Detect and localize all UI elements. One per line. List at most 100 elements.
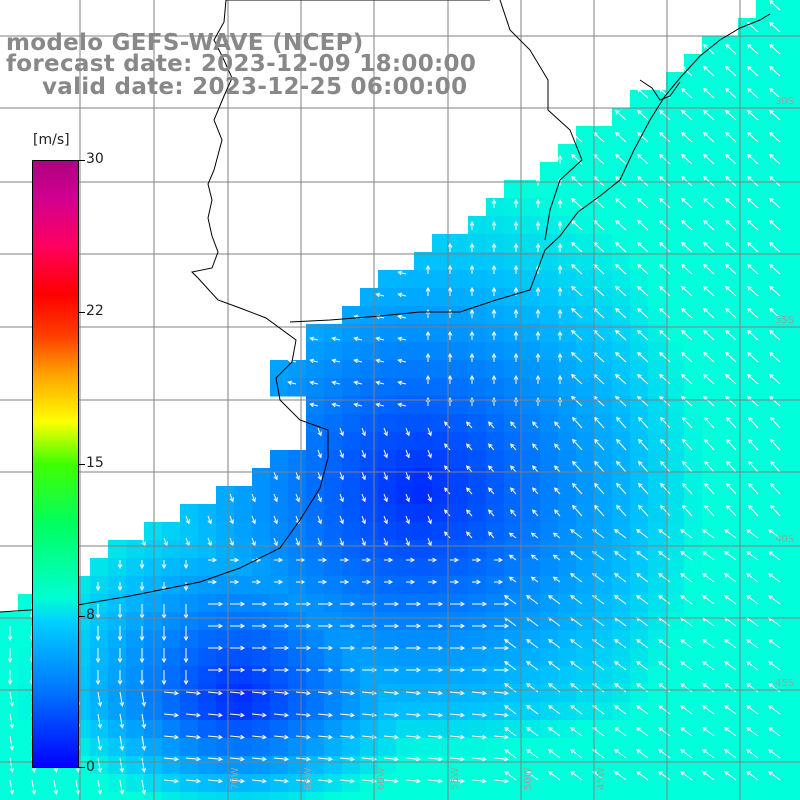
- wind-arrow: [230, 557, 240, 563]
- wind-speed-cell: [504, 486, 523, 505]
- wind-speed-cell: [414, 720, 433, 739]
- wind-speed-cell: [162, 792, 181, 800]
- wind-speed-cell: [396, 558, 415, 577]
- wind-arrow: [447, 374, 453, 385]
- wind-arrow: [636, 373, 649, 385]
- wind-speed-cell: [576, 522, 595, 541]
- wind-speed-cell: [792, 396, 800, 415]
- wind-arrow: [406, 557, 416, 563]
- wind-arrow: [547, 726, 561, 737]
- wind-speed-cell: [486, 414, 505, 433]
- wind-speed-cell: [522, 432, 541, 451]
- wind-speed-cell: [792, 162, 800, 181]
- wind-arrow: [95, 669, 101, 686]
- wind-speed-cell: [90, 558, 109, 577]
- wind-arrow: [494, 579, 504, 585]
- wind-speed-cell: [738, 18, 757, 37]
- wind-speed-cell: [396, 486, 415, 505]
- wind-speed-cell: [468, 288, 487, 307]
- wind-speed-cell: [306, 612, 325, 631]
- wind-speed-cell: [756, 288, 775, 307]
- wind-arrow: [701, 528, 715, 539]
- wind-speed-cell: [720, 504, 739, 523]
- wind-arrow: [340, 557, 350, 563]
- wind-speed-cell: [702, 90, 721, 109]
- wind-speed-cell: [684, 756, 703, 775]
- wind-speed-cell: [252, 486, 271, 505]
- wind-speed-cell: [342, 558, 361, 577]
- wind-arrow: [557, 308, 563, 319]
- wind-speed-cell: [468, 450, 487, 469]
- wind-speed-cell: [792, 720, 800, 739]
- wind-arrow: [141, 691, 147, 707]
- wind-speed-cell: [666, 306, 685, 325]
- wind-speed-cell: [144, 684, 163, 703]
- wind-speed-cell: [684, 360, 703, 379]
- wind-speed-cell: [198, 504, 217, 523]
- wind-arrow: [447, 352, 453, 363]
- wind-arrow: [183, 647, 189, 664]
- wind-arrow: [745, 682, 759, 693]
- wind-speed-cell: [630, 576, 649, 595]
- wind-arrow: [570, 241, 583, 253]
- wind-speed-cell: [432, 306, 451, 325]
- wind-arrow: [384, 667, 400, 673]
- wind-arrow: [747, 504, 759, 517]
- wind-arrow: [251, 493, 256, 503]
- wind-arrow: [557, 220, 563, 231]
- wind-arrow: [252, 667, 268, 673]
- wind-speed-cell: [756, 324, 775, 343]
- wind-arrow: [746, 241, 759, 253]
- wind-speed-cell: [414, 540, 433, 559]
- wind-arrow: [295, 493, 300, 503]
- wind-speed-cell: [198, 774, 217, 793]
- wind-speed-cell: [666, 396, 685, 415]
- lon-label: 65W: [303, 767, 314, 790]
- wind-arrow: [339, 712, 355, 718]
- wind-speed-cell: [720, 288, 739, 307]
- wind-arrow: [353, 380, 363, 386]
- wind-speed-cell: [396, 666, 415, 685]
- wind-speed-cell: [576, 360, 595, 379]
- wind-speed-cell: [144, 666, 163, 685]
- wind-speed-cell: [324, 486, 343, 505]
- wind-speed-cell: [198, 594, 217, 613]
- wind-arrow: [471, 734, 487, 740]
- wind-arrow: [296, 601, 312, 607]
- wind-arrow: [339, 778, 355, 784]
- wind-arrow: [725, 504, 737, 517]
- wind-speed-cell: [576, 558, 595, 577]
- wind-speed-cell: [540, 162, 559, 181]
- wind-speed-cell: [576, 756, 595, 775]
- wind-arrow: [745, 638, 759, 649]
- wind-arrow: [163, 712, 179, 718]
- wind-speed-cell: [540, 594, 559, 613]
- wind-speed-cell: [450, 288, 469, 307]
- wind-arrow: [503, 748, 517, 759]
- wind-arrow: [318, 623, 334, 629]
- wind-speed-cell: [720, 396, 739, 415]
- wind-arrow: [273, 690, 289, 696]
- colorbar-tick-mark: [79, 616, 85, 617]
- wind-speed-cell: [486, 720, 505, 739]
- wind-speed-cell: [648, 180, 667, 199]
- wind-speed-cell: [756, 234, 775, 253]
- wind-arrow: [768, 373, 781, 385]
- wind-arrow: [747, 438, 759, 451]
- wind-speed-cell: [558, 450, 577, 469]
- wind-arrow: [702, 351, 715, 363]
- wind-speed-cell: [180, 594, 199, 613]
- wind-speed-cell: [306, 378, 325, 397]
- wind-speed-cell: [270, 792, 289, 800]
- wind-arrow: [530, 532, 539, 539]
- wind-arrow: [447, 330, 453, 341]
- wind-speed-cell: [126, 792, 145, 800]
- wind-arrow: [405, 449, 410, 459]
- wind-speed-cell: [108, 648, 127, 667]
- wind-arrow: [658, 131, 671, 143]
- wind-arrow: [274, 623, 290, 629]
- wind-arrow: [615, 460, 627, 473]
- wind-speed-cell: [720, 270, 739, 289]
- wind-speed-cell: [324, 450, 343, 469]
- wind-arrow: [768, 87, 781, 99]
